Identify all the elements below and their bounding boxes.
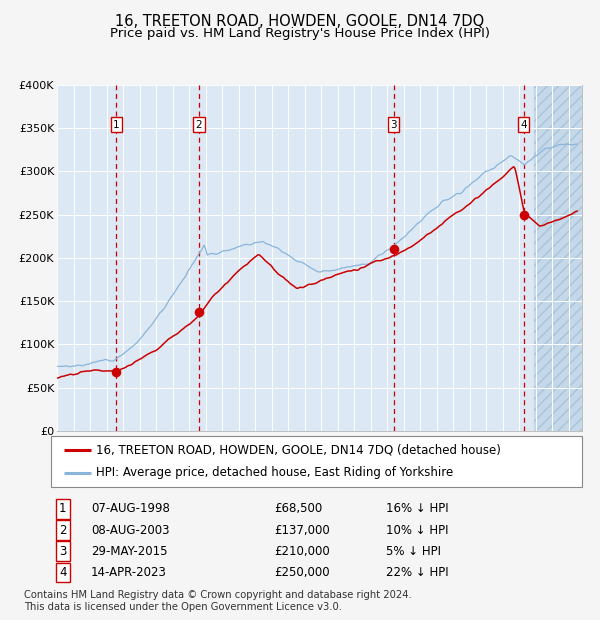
Text: 1: 1 (59, 502, 67, 515)
Text: 16, TREETON ROAD, HOWDEN, GOOLE, DN14 7DQ: 16, TREETON ROAD, HOWDEN, GOOLE, DN14 7D… (115, 14, 485, 29)
Text: 08-AUG-2003: 08-AUG-2003 (91, 524, 169, 536)
Text: 2: 2 (59, 524, 67, 536)
Text: Contains HM Land Registry data © Crown copyright and database right 2024.
This d: Contains HM Land Registry data © Crown c… (24, 590, 412, 612)
Text: 16% ↓ HPI: 16% ↓ HPI (386, 502, 448, 515)
Text: 5% ↓ HPI: 5% ↓ HPI (386, 545, 440, 558)
Text: 29-MAY-2015: 29-MAY-2015 (91, 545, 167, 558)
Text: 16, TREETON ROAD, HOWDEN, GOOLE, DN14 7DQ (detached house): 16, TREETON ROAD, HOWDEN, GOOLE, DN14 7D… (96, 443, 501, 456)
Text: 14-APR-2023: 14-APR-2023 (91, 566, 167, 579)
Text: £210,000: £210,000 (274, 545, 330, 558)
Text: HPI: Average price, detached house, East Riding of Yorkshire: HPI: Average price, detached house, East… (96, 466, 454, 479)
Bar (534, 85, 582, 431)
Text: 3: 3 (391, 120, 397, 130)
Bar (534, 85, 582, 431)
Text: £137,000: £137,000 (274, 524, 330, 536)
Text: 3: 3 (59, 545, 67, 558)
Text: 1: 1 (113, 120, 120, 130)
Point (389, 244, 398, 254)
Text: 4: 4 (59, 566, 67, 579)
Text: £68,500: £68,500 (274, 502, 322, 515)
Text: 2: 2 (196, 120, 202, 130)
Text: 10% ↓ HPI: 10% ↓ HPI (386, 524, 448, 536)
Text: £250,000: £250,000 (274, 566, 329, 579)
Point (112, 366, 121, 376)
Text: 4: 4 (521, 120, 527, 130)
Text: Price paid vs. HM Land Registry's House Price Index (HPI): Price paid vs. HM Land Registry's House … (110, 27, 490, 40)
Point (194, 308, 204, 317)
Text: 22% ↓ HPI: 22% ↓ HPI (386, 566, 448, 579)
Point (519, 210, 529, 219)
Text: 07-AUG-1998: 07-AUG-1998 (91, 502, 170, 515)
FancyBboxPatch shape (51, 436, 582, 487)
